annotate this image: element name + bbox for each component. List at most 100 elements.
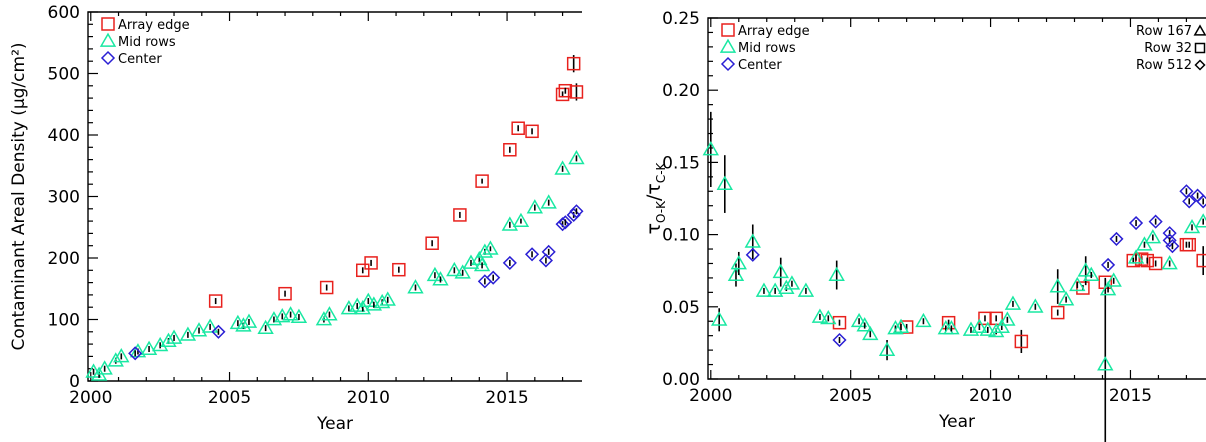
data-point bbox=[373, 293, 391, 309]
data-point bbox=[1077, 262, 1094, 277]
data-point bbox=[526, 199, 544, 214]
data-point bbox=[190, 322, 208, 337]
data-point bbox=[1162, 233, 1177, 248]
x-tick-label: 2005 bbox=[208, 388, 251, 408]
data-point bbox=[1196, 253, 1206, 268]
data-point bbox=[354, 300, 371, 315]
data-point bbox=[290, 308, 308, 323]
data-point bbox=[1097, 356, 1114, 371]
data-point bbox=[979, 321, 996, 336]
data-point bbox=[512, 212, 530, 228]
series-mid-rows bbox=[85, 149, 585, 381]
data-point bbox=[943, 320, 960, 335]
data-point bbox=[140, 340, 158, 355]
data-point bbox=[566, 207, 581, 223]
axes-frame bbox=[707, 17, 1206, 380]
legend-marker bbox=[99, 32, 117, 47]
data-point bbox=[540, 194, 557, 209]
data-point bbox=[797, 282, 815, 297]
legend-marker bbox=[720, 56, 736, 72]
data-point bbox=[828, 266, 845, 281]
data-point bbox=[1196, 194, 1206, 209]
series-mid-rows bbox=[702, 111, 1206, 442]
y-tick-label: 0.20 bbox=[662, 81, 700, 101]
data-point bbox=[432, 271, 449, 286]
legend-label: Center bbox=[738, 58, 782, 73]
x-axis-label: Year bbox=[938, 412, 975, 432]
data-point bbox=[392, 262, 406, 277]
data-point bbox=[1049, 278, 1066, 293]
data-point bbox=[1057, 291, 1075, 306]
data-point bbox=[1050, 305, 1065, 320]
data-point bbox=[1136, 236, 1153, 251]
data-point bbox=[541, 244, 556, 259]
data-point bbox=[151, 336, 169, 352]
legend: Array edge Mid rows Center bbox=[719, 23, 810, 73]
row-key-marker bbox=[1194, 59, 1206, 71]
data-point bbox=[113, 347, 130, 363]
data-point bbox=[278, 286, 292, 301]
data-point bbox=[569, 204, 584, 219]
data-point bbox=[501, 216, 519, 231]
data-point bbox=[240, 313, 258, 328]
data-point bbox=[476, 243, 494, 258]
data-point bbox=[1099, 281, 1117, 296]
data-point bbox=[503, 143, 517, 157]
data-point bbox=[473, 256, 491, 272]
data-point bbox=[730, 255, 747, 270]
data-point bbox=[525, 124, 539, 139]
data-point bbox=[702, 140, 719, 156]
legend-marker bbox=[101, 17, 115, 31]
x-tick-label: 2015 bbox=[1109, 386, 1152, 406]
y-tick-label: 300 bbox=[48, 188, 80, 208]
data-point bbox=[446, 261, 463, 277]
data-point bbox=[1109, 231, 1124, 246]
row-key-label: Row 512 bbox=[1136, 58, 1192, 73]
data-point bbox=[862, 325, 879, 341]
y-tick-label: 0.25 bbox=[662, 9, 700, 29]
data-point bbox=[319, 280, 334, 295]
data-point bbox=[971, 318, 988, 333]
data-point bbox=[850, 312, 868, 328]
data-point bbox=[1161, 255, 1178, 270]
data-point bbox=[1027, 298, 1044, 313]
data-point bbox=[915, 312, 932, 328]
data-point bbox=[566, 56, 581, 71]
data-point bbox=[502, 255, 517, 270]
data-point bbox=[832, 332, 847, 348]
data-point bbox=[744, 233, 761, 248]
y-tick-label: 600 bbox=[48, 3, 80, 23]
data-point bbox=[772, 263, 789, 279]
y-tick-label: 100 bbox=[48, 311, 80, 331]
data-point bbox=[315, 311, 333, 326]
data-point bbox=[1183, 218, 1201, 234]
data-point bbox=[364, 256, 378, 270]
y-tick-label: 0.05 bbox=[662, 298, 700, 318]
data-point bbox=[235, 317, 252, 332]
data-point bbox=[165, 329, 183, 344]
left-panel-density: 2000 2005 2010 2015 0 100 200 300 400 500 600 Year C… bbox=[9, 3, 585, 434]
x-tick-label: 2010 bbox=[347, 388, 390, 408]
data-point bbox=[426, 266, 444, 282]
data-point bbox=[1127, 249, 1145, 264]
data-point bbox=[407, 279, 424, 294]
data-point bbox=[179, 326, 197, 341]
x-tick-label: 2005 bbox=[829, 386, 872, 406]
data-point bbox=[554, 160, 571, 175]
data-point bbox=[454, 264, 471, 279]
data-point bbox=[1165, 239, 1180, 254]
row-key-marker bbox=[1194, 42, 1206, 54]
data-point bbox=[128, 346, 143, 361]
legend-label: Array edge bbox=[118, 18, 190, 33]
data-point bbox=[558, 215, 573, 230]
series-center bbox=[745, 184, 1206, 348]
data-point bbox=[856, 317, 873, 332]
data-point bbox=[425, 236, 439, 250]
series-array-edge bbox=[832, 237, 1206, 354]
legend-marker bbox=[719, 38, 737, 53]
data-point bbox=[1101, 257, 1116, 272]
data-point bbox=[208, 294, 223, 308]
data-point bbox=[1144, 229, 1162, 244]
data-point bbox=[710, 311, 728, 326]
